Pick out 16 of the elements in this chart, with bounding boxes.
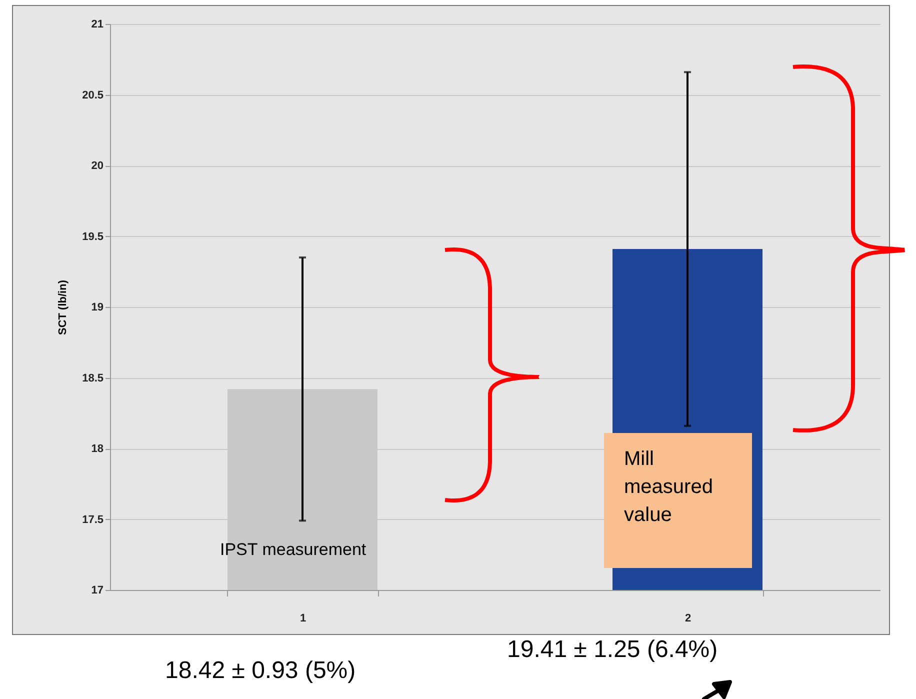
y-tick-label: 19.5 — [82, 230, 104, 243]
y-tick-label: 20.5 — [82, 89, 104, 102]
y-tick-label: 20 — [91, 160, 104, 172]
y-tick-label: 18 — [91, 443, 104, 455]
x-tick-label: 1 — [300, 612, 306, 624]
y-tick-label: 21 — [91, 18, 104, 30]
y-tick-label: 18.5 — [82, 372, 104, 384]
y-axis-title: SCT (lb/in) — [57, 280, 70, 335]
text: 18.42 ± 0.93 (5%) — [165, 657, 356, 685]
annotation: IPST measurement — [220, 540, 366, 560]
text: 19.41 ± 1.25 (6.4%) — [507, 636, 718, 664]
x-tick-label: 2 — [684, 612, 692, 624]
y-tick-label: 17 — [91, 584, 104, 596]
y-tick-label: 17.5 — [82, 514, 104, 526]
y-tick-label: 19 — [91, 302, 104, 314]
annotation: Mill measured value — [624, 447, 714, 528]
